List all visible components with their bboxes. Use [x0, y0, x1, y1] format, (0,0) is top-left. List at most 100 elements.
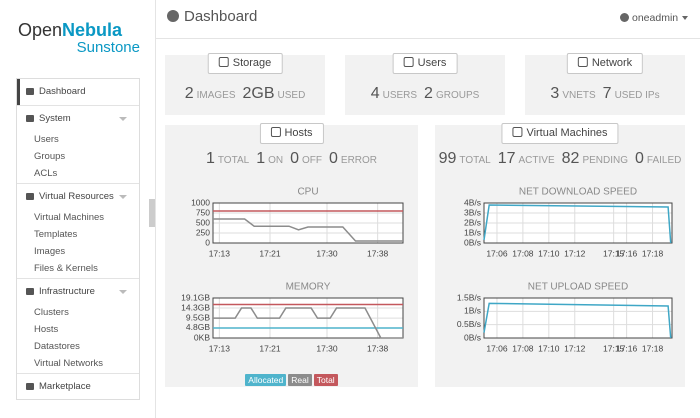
menu-list: Clusters Hosts Datastores Virtual Networks [17, 304, 139, 373]
plot-frame [483, 202, 673, 244]
legend-item: Real [288, 374, 312, 386]
stat-value: 0 [635, 150, 644, 167]
stat-label: USED [277, 90, 306, 101]
widget-title[interactable]: Users [392, 53, 458, 74]
y-tick-label: 500 [196, 217, 210, 227]
stat-value: 82 [561, 150, 580, 167]
stat-label: ON [268, 155, 284, 166]
x-tick-label: 17:16 [616, 248, 638, 258]
widget-title-text: Users [417, 57, 447, 69]
menu-item[interactable]: Images [34, 246, 66, 257]
menu-item[interactable]: Files & Kernels [34, 263, 98, 274]
widget-stats: 1 TOTAL 1 ON 0 OFF 0 ERROR [165, 150, 418, 168]
x-tick-label: 17:15 [603, 248, 625, 258]
header-rule [156, 38, 700, 39]
widget-panel: Network 3 VNETS 7 USED IPs [525, 53, 685, 115]
y-tick-label: 9.5GB [186, 312, 210, 322]
stat-label: TOTAL [459, 155, 491, 166]
y-tick-label: 0B/s [464, 332, 481, 342]
series-line [483, 204, 672, 244]
stat-label: USED IPs [614, 90, 660, 101]
widget-title[interactable]: Virtual Machines [501, 123, 619, 144]
collapse-tab[interactable] [149, 199, 155, 227]
menu-item[interactable]: Hosts [34, 324, 59, 335]
x-tick-label: 17:30 [316, 343, 338, 353]
user-name: oneadmin [632, 12, 679, 24]
side-menu: Dashboard System Users Groups ACLs Virtual Re… [16, 78, 140, 400]
x-tick-label: 17:18 [642, 248, 664, 258]
menu-label: Virtual Resources [39, 191, 114, 202]
widget-title[interactable]: Hosts [259, 123, 324, 144]
x-tick-label: 17:10 [538, 248, 560, 258]
x-tick-label: 17:06 [486, 248, 508, 258]
widget-title[interactable]: Network [566, 53, 644, 74]
menu-item[interactable]: Templates [34, 229, 78, 240]
user-menu[interactable]: oneadmin [620, 12, 689, 24]
menu-heading[interactable]: Infrastructure [17, 278, 139, 304]
stat-label: FAILED [646, 155, 682, 166]
stat-label: OFF [302, 155, 322, 166]
menu-list: Users Groups ACLs [17, 131, 139, 183]
menu-heading[interactable]: Marketplace [17, 373, 139, 399]
menu-item[interactable]: Virtual Machines [34, 212, 105, 223]
menu-item[interactable]: Groups [34, 151, 66, 162]
logo: OpenNebula Sunstone [18, 20, 140, 56]
menu-icon [26, 288, 34, 295]
plot-frame [483, 297, 673, 339]
widget-icon [577, 57, 588, 67]
stat-value: 0 [329, 150, 338, 167]
menu-chevron [119, 195, 127, 199]
menu-item[interactable]: Datastores [34, 341, 80, 352]
y-tick-label: 1000 [191, 197, 210, 207]
widget-panel: Storage 2 IMAGES 2GB USED [165, 53, 325, 115]
stat-value: 4 [370, 85, 380, 102]
stat-value: 99 [438, 150, 457, 167]
menu-item[interactable]: Virtual Networks [34, 358, 103, 369]
plot-frame [212, 202, 404, 244]
x-tick-label: 17:13 [209, 248, 231, 258]
stat-value: 1 [205, 150, 215, 167]
menu-label: System [39, 113, 71, 124]
y-tick-label: 750 [196, 207, 210, 217]
menu-label: Infrastructure [39, 286, 95, 297]
y-tick-label: 0.5B/s [457, 319, 481, 329]
menu-item[interactable]: ACLs [34, 168, 58, 179]
menu-list: Virtual Machines Templates Images Files & K… [17, 209, 139, 278]
y-tick-label: 0 [205, 237, 210, 247]
widget-title[interactable]: Storage [207, 53, 283, 74]
logo-sunstone: Sunstone [76, 39, 140, 56]
legend-item: Total [313, 374, 338, 386]
y-tick-label: 4.8GB [186, 322, 210, 332]
menu-icon [26, 88, 34, 95]
x-tick-label: 17:30 [316, 248, 338, 258]
stat-label: GROUPS [435, 90, 480, 101]
page-title-text: Dashboard [184, 8, 258, 25]
menu-icon [26, 383, 34, 390]
menu-heading[interactable]: Dashboard [17, 79, 139, 105]
menu-icon [26, 193, 34, 200]
x-tick-label: 17:12 [564, 248, 586, 258]
stat-value: 2GB [242, 85, 275, 102]
y-tick-label: 19.1GB [181, 292, 210, 302]
legend: Allocated Real Total [165, 370, 418, 388]
menu-item[interactable]: Clusters [34, 307, 69, 318]
menu-heading[interactable]: Virtual Resources [17, 183, 139, 209]
menu-item[interactable]: Users [34, 134, 59, 145]
menu-icon [26, 115, 34, 122]
y-tick-label: 2B/s [464, 217, 481, 227]
y-tick-label: 1B/s [464, 306, 481, 316]
menu-heading[interactable]: System [17, 105, 139, 131]
series-line [483, 302, 672, 339]
divider [155, 0, 156, 418]
stat-label: VNETS [562, 90, 596, 101]
stat-label: IMAGES [196, 90, 236, 101]
x-tick-label: 17:13 [209, 343, 231, 353]
chart-title: CPU [297, 187, 318, 198]
widget-title-text: Hosts [284, 127, 313, 139]
chart-title: NET DOWNLOAD SPEED [519, 187, 637, 198]
widget-icon [512, 127, 523, 137]
stat-value: 3 [550, 85, 560, 102]
y-tick-label: 250 [196, 227, 210, 237]
legend-item: Allocated [245, 374, 287, 386]
